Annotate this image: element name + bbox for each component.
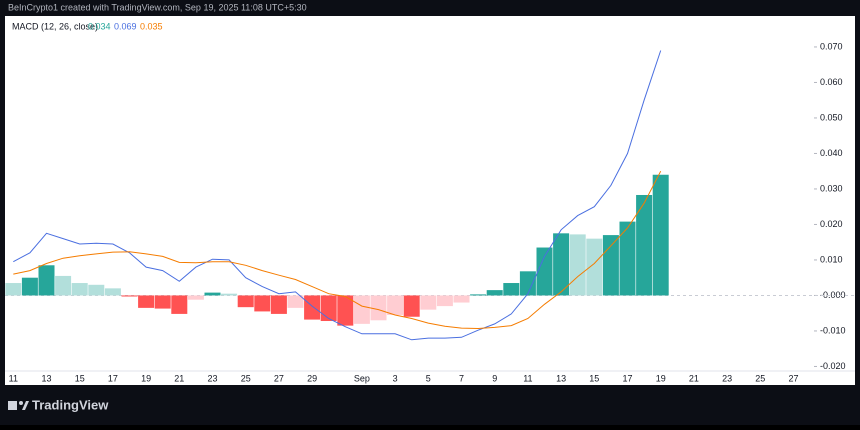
histogram-bar [602, 235, 619, 296]
histogram-bar [237, 295, 254, 308]
histogram-bar [221, 293, 238, 296]
histogram-bar [55, 275, 72, 296]
y-tick-label: 0.010 [820, 254, 843, 264]
histogram-bar [636, 194, 653, 296]
histogram-bar [104, 288, 121, 296]
footer: TradingView [32, 397, 109, 412]
x-tick-label: 23 [722, 373, 732, 383]
legend-value: 0.034 [88, 21, 111, 31]
header: BeInCrypto1 created with TradingView.com… [8, 2, 307, 12]
histogram-bar [420, 295, 437, 310]
x-tick-label: 27 [788, 373, 798, 383]
histogram-bar [436, 295, 453, 307]
x-tick-label: 11 [523, 373, 532, 383]
histogram-bar [370, 295, 387, 321]
histogram-bar [536, 247, 553, 296]
x-tick-label: 17 [108, 373, 118, 383]
x-tick-label: 25 [755, 373, 765, 383]
x-tick-label: 23 [207, 373, 217, 383]
line [13, 50, 662, 341]
histogram-bar [304, 295, 321, 320]
histogram-bar [519, 271, 536, 296]
histogram-bar [453, 295, 470, 303]
legend-value: 0.035 [140, 21, 163, 31]
x-tick-label: 21 [689, 373, 699, 383]
x-tick-label: 5 [426, 373, 431, 383]
histogram-bar [503, 283, 520, 296]
legend-value: 0.069 [114, 21, 137, 31]
y-tick-label: -0.020 [820, 361, 846, 371]
x-tick-label: 13 [556, 373, 566, 383]
x-tick-label: 7 [459, 373, 464, 383]
histogram-bar [586, 238, 603, 296]
histogram-bar [71, 283, 88, 296]
histogram-bar [287, 295, 304, 308]
y-tick-label: 0.070 [820, 41, 843, 51]
x-tick-label: 3 [393, 373, 398, 383]
histogram-bar [353, 295, 370, 324]
histogram-bar [254, 295, 271, 312]
x-tick-label: 15 [75, 373, 85, 383]
x-tick-label: 11 [9, 373, 18, 383]
histogram-bar [403, 295, 420, 317]
x-tick-label: 17 [622, 373, 632, 383]
y-tick-label: 0.060 [820, 77, 843, 87]
histogram-bar [320, 295, 337, 322]
y-tick-label: 0.020 [820, 219, 843, 229]
x-tick-label: 15 [589, 373, 599, 383]
x-tick-label: 27 [274, 373, 284, 383]
x-tick-label: 19 [141, 373, 151, 383]
histogram-bar [171, 295, 188, 314]
histogram-bar [187, 295, 204, 300]
x-tick-label: Sep [354, 373, 370, 383]
histogram-bar [337, 295, 354, 326]
histogram-bar [387, 295, 404, 315]
histogram-bar [154, 295, 171, 309]
histogram-bar [652, 174, 669, 296]
histogram-bar [38, 265, 55, 296]
x-tick-label: 29 [307, 373, 317, 383]
x-tick-label: 13 [41, 373, 51, 383]
x-tick-label: 21 [174, 373, 184, 383]
histogram-bar [204, 292, 221, 296]
histogram-bar [486, 290, 503, 296]
y-tick-label: 0.050 [820, 112, 843, 122]
x-tick-label: 9 [492, 373, 497, 383]
histogram-bar [88, 284, 105, 296]
x-tick-label: 25 [241, 373, 251, 383]
histogram-bar [21, 277, 38, 296]
y-tick-label: 0.030 [820, 183, 843, 193]
x-tick-label: 19 [656, 373, 666, 383]
histogram-bar [121, 295, 138, 297]
histogram-bar [569, 234, 586, 296]
line [13, 170, 662, 330]
histogram-bar [553, 233, 570, 296]
logo: TradingView [8, 397, 109, 412]
histogram-bar [5, 283, 22, 296]
plot-background [5, 16, 855, 385]
legend-label: MACD (12, 26, close) [12, 21, 98, 31]
histogram-bar [270, 295, 287, 314]
y-tick-label: 0.040 [820, 148, 843, 158]
y-tick-label: -0.000 [820, 290, 846, 300]
histogram-bar [138, 295, 155, 308]
histogram-bar [619, 221, 636, 296]
histogram-bar [470, 294, 487, 296]
y-tick-label: -0.010 [820, 325, 846, 335]
